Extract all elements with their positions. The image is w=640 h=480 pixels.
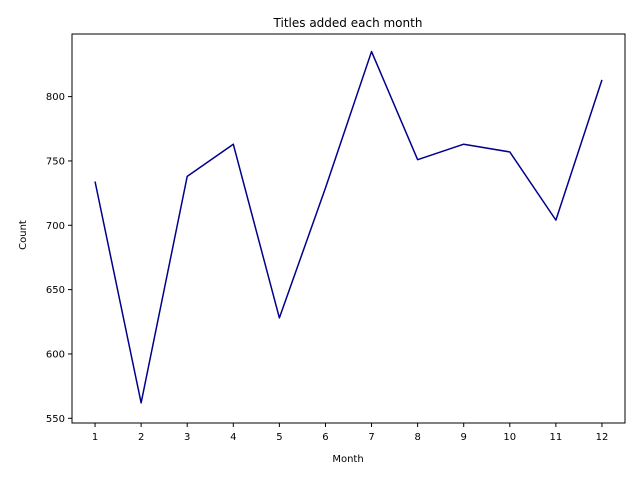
x-tick-label: 9 [461, 432, 467, 443]
y-tick-label: 700 [46, 221, 65, 232]
y-tick-label: 600 [46, 349, 65, 360]
x-tick-label: 1 [92, 432, 98, 443]
y-axis: 550 600 650 700 750 800 [46, 92, 72, 425]
chart-title: Titles added each month [273, 16, 423, 30]
x-axis: 1 2 3 4 5 6 7 8 9 10 11 12 [92, 423, 608, 443]
plot-area [71, 33, 626, 424]
x-tick-label: 11 [550, 432, 563, 443]
plot-frame [71, 33, 626, 424]
y-axis-label: Count [18, 220, 29, 250]
x-tick-label: 12 [596, 432, 609, 443]
x-tick-label: 8 [414, 432, 420, 443]
x-axis-label: Month [332, 454, 363, 465]
x-tick-label: 10 [503, 432, 516, 443]
series-line [94, 50, 603, 404]
y-tick-label: 750 [46, 156, 65, 167]
x-tick-label: 6 [322, 432, 328, 443]
x-tick-label: 5 [276, 432, 282, 443]
x-tick-label: 3 [184, 432, 190, 443]
y-tick-label: 800 [46, 92, 65, 103]
y-tick-label: 650 [46, 285, 65, 296]
x-tick-label: 2 [138, 432, 144, 443]
x-tick-label: 4 [230, 432, 236, 443]
series-layer [94, 50, 603, 404]
y-tick-label: 550 [46, 414, 65, 425]
x-tick-label: 7 [368, 432, 374, 443]
